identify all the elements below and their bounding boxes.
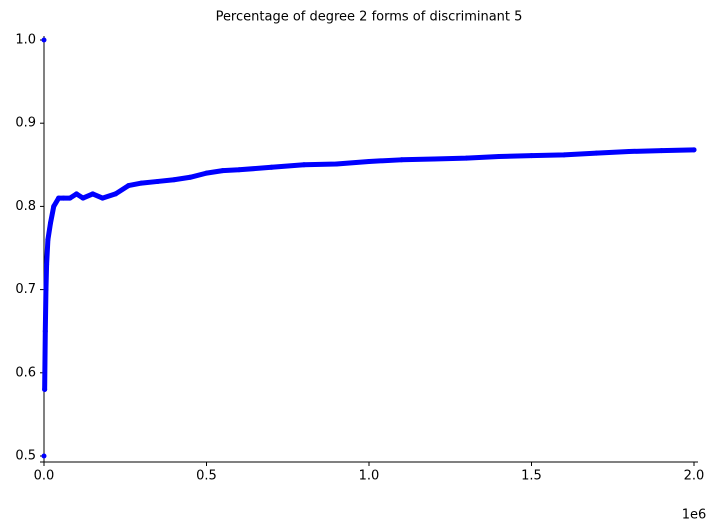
data-point bbox=[301, 162, 307, 168]
data-point bbox=[171, 177, 177, 183]
y-tick-label: 0.9 bbox=[15, 116, 36, 131]
chart-title: Percentage of degree 2 forms of discrimi… bbox=[216, 10, 523, 25]
data-point bbox=[74, 191, 79, 197]
data-point bbox=[42, 328, 48, 334]
data-point bbox=[659, 148, 664, 154]
data-point bbox=[496, 153, 502, 159]
data-point bbox=[42, 386, 48, 392]
y-tick-label: 0.6 bbox=[15, 365, 36, 380]
data-point bbox=[45, 237, 51, 243]
data-point bbox=[187, 174, 193, 180]
data-point bbox=[126, 183, 131, 189]
data-point bbox=[691, 147, 697, 153]
data-point bbox=[269, 164, 274, 170]
data-point bbox=[220, 168, 226, 174]
data-point bbox=[399, 157, 404, 163]
data-point bbox=[204, 170, 209, 176]
data-point bbox=[90, 191, 96, 197]
data-point bbox=[561, 152, 567, 158]
data-point bbox=[334, 161, 339, 167]
data-point bbox=[139, 180, 144, 186]
data-point bbox=[431, 156, 437, 162]
y-tick-label: 0.7 bbox=[15, 282, 36, 297]
data-point bbox=[51, 203, 57, 209]
data-point bbox=[44, 262, 50, 268]
y-tick-label: 0.5 bbox=[15, 449, 36, 464]
data-point bbox=[155, 178, 161, 184]
data-point bbox=[626, 148, 632, 154]
data-point bbox=[464, 155, 469, 161]
x-tick-label: 1.0 bbox=[359, 469, 380, 484]
data-point bbox=[41, 37, 47, 43]
data-point bbox=[41, 453, 47, 459]
data-line bbox=[42, 147, 697, 392]
data-point bbox=[67, 195, 73, 201]
x-tick-label: 2.0 bbox=[684, 469, 705, 484]
x-offset-label: 1e6 bbox=[682, 508, 707, 523]
data-point bbox=[43, 287, 49, 293]
y-tick-label: 0.8 bbox=[15, 199, 36, 214]
x-tick-label: 0.0 bbox=[34, 469, 55, 484]
data-point bbox=[48, 220, 53, 226]
data-point bbox=[594, 150, 599, 156]
data-point bbox=[113, 191, 118, 197]
data-point bbox=[366, 158, 372, 164]
data-point bbox=[236, 167, 242, 173]
x-tick-label: 1.5 bbox=[521, 469, 542, 484]
data-point bbox=[56, 195, 62, 201]
data-point bbox=[80, 195, 86, 201]
data-point bbox=[100, 195, 105, 201]
data-point bbox=[61, 195, 66, 201]
y-tick-label: 1.0 bbox=[15, 33, 36, 48]
data-point bbox=[529, 153, 534, 159]
x-tick-label: 0.5 bbox=[196, 469, 217, 484]
